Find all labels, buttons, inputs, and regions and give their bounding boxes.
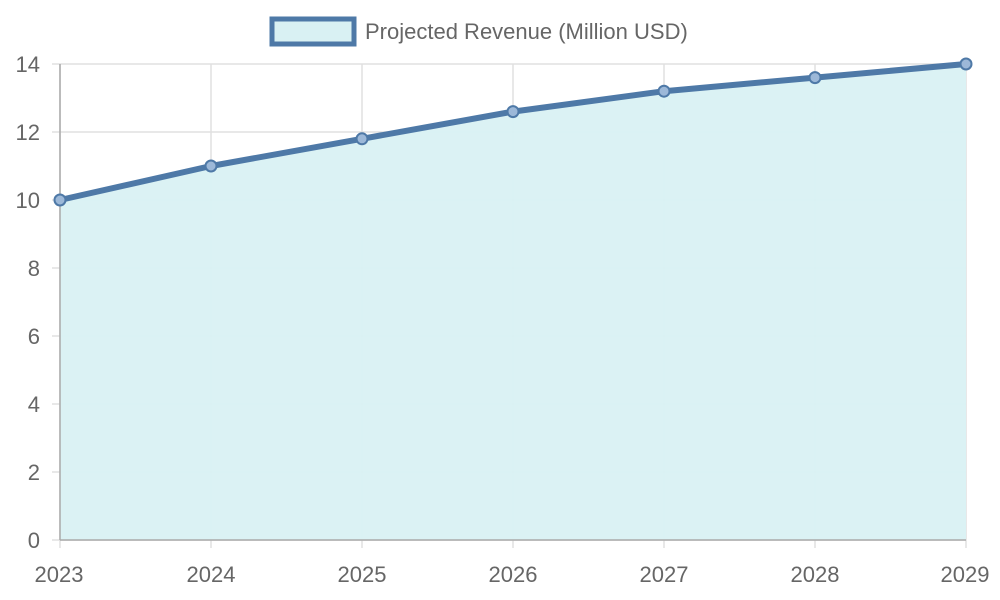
- x-axis-ticks: 2023 2024 2025 2026 2027 2028 2029: [35, 562, 990, 587]
- x-tick-label: 2024: [187, 562, 236, 587]
- legend-swatch[interactable]: [269, 16, 357, 47]
- area-fill: [60, 64, 966, 540]
- x-tick-label: 2029: [941, 562, 990, 587]
- y-tick-label: 10: [16, 188, 40, 213]
- y-tick-label: 2: [28, 460, 40, 485]
- y-tick-label: 14: [16, 52, 40, 77]
- y-tick-label: 8: [28, 256, 40, 281]
- data-point-2025[interactable]: [355, 132, 369, 146]
- y-tick-label: 0: [28, 528, 40, 553]
- data-point-2023[interactable]: [53, 193, 67, 207]
- legend[interactable]: Projected Revenue (Million USD): [269, 16, 688, 47]
- data-point-2026[interactable]: [506, 105, 520, 119]
- y-axis-ticks: 0 2 4 6 8 10 12 14: [16, 52, 40, 553]
- data-points: [53, 57, 973, 207]
- x-tick-label: 2023: [35, 562, 84, 587]
- x-tick-label: 2028: [791, 562, 840, 587]
- y-tick-label: 6: [28, 324, 40, 349]
- x-tick-label: 2026: [489, 562, 538, 587]
- data-point-2027[interactable]: [657, 84, 671, 98]
- data-point-2028[interactable]: [808, 71, 822, 85]
- y-tick-label: 12: [16, 120, 40, 145]
- x-tick-label: 2027: [640, 562, 689, 587]
- data-point-2029[interactable]: [959, 57, 973, 71]
- legend-label[interactable]: Projected Revenue (Million USD): [365, 19, 688, 44]
- axes: [52, 63, 967, 548]
- data-point-2024[interactable]: [204, 159, 218, 173]
- y-tick-label: 4: [28, 392, 40, 417]
- x-tick-label: 2025: [338, 562, 387, 587]
